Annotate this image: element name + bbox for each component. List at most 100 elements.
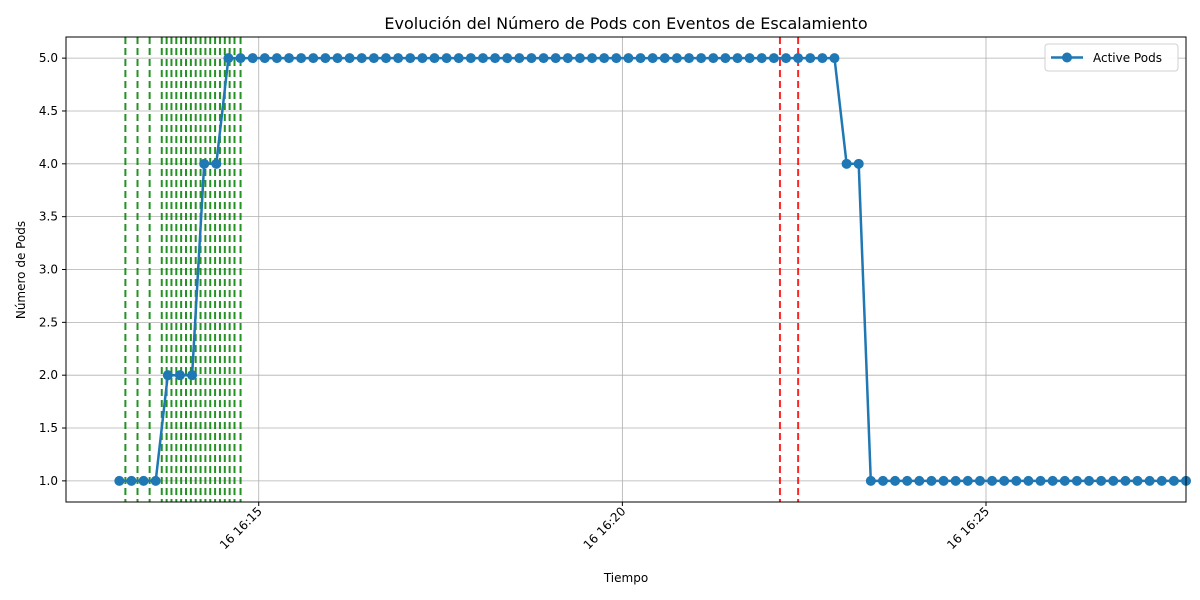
data-point (599, 53, 610, 64)
data-point (429, 53, 440, 64)
data-point (526, 53, 537, 64)
data-point (1084, 475, 1095, 486)
data-point (974, 475, 985, 486)
data-point (356, 53, 367, 64)
series-active-pods (114, 53, 1191, 486)
y-tick-label: 2.0 (39, 368, 58, 382)
data-point (902, 475, 913, 486)
data-point (332, 53, 343, 64)
x-tick-label: 16 16:15 (217, 504, 265, 552)
data-point (659, 53, 670, 64)
data-point (708, 53, 719, 64)
data-point (162, 370, 173, 381)
data-point (138, 475, 149, 486)
data-point (271, 53, 282, 64)
data-point (417, 53, 428, 64)
data-point (1120, 475, 1131, 486)
data-point (744, 53, 755, 64)
data-point (793, 53, 804, 64)
y-axis-label: Número de Pods (14, 221, 28, 319)
data-point (1168, 475, 1179, 486)
data-point (829, 53, 840, 64)
data-point (671, 53, 682, 64)
data-point (1047, 475, 1058, 486)
data-point (308, 53, 319, 64)
y-tick-label: 3.5 (39, 210, 58, 224)
data-point (684, 53, 695, 64)
data-point (611, 53, 622, 64)
data-point (247, 53, 258, 64)
data-point (647, 53, 658, 64)
data-point (999, 475, 1010, 486)
data-point (768, 53, 779, 64)
data-point (732, 53, 743, 64)
data-point (199, 158, 210, 169)
data-point (1108, 475, 1119, 486)
data-point (465, 53, 476, 64)
y-tick-label: 2.5 (39, 315, 58, 329)
y-tick-label: 4.0 (39, 157, 58, 171)
data-point (502, 53, 513, 64)
data-point (477, 53, 488, 64)
data-point (441, 53, 452, 64)
data-point (562, 53, 573, 64)
legend: Active Pods (1044, 43, 1179, 72)
x-axis-ticks: 16 16:15 16 16:20 16 16:25 (217, 502, 992, 552)
data-point (490, 53, 501, 64)
data-point (756, 53, 767, 64)
data-point (453, 53, 464, 64)
x-tick-label: 16 16:20 (581, 504, 629, 552)
y-tick-label: 1.0 (39, 474, 58, 488)
data-point (393, 53, 404, 64)
data-point (320, 53, 331, 64)
data-point (1059, 475, 1070, 486)
data-point (150, 475, 161, 486)
data-point (1132, 475, 1143, 486)
y-tick-label: 4.5 (39, 104, 58, 118)
data-point (877, 475, 888, 486)
y-tick-label: 5.0 (39, 51, 58, 65)
data-point (368, 53, 379, 64)
legend-box (1044, 43, 1179, 72)
legend-label: Active Pods (1093, 51, 1162, 65)
data-point (1011, 475, 1022, 486)
data-point (344, 53, 355, 64)
data-point (284, 53, 295, 64)
data-point (1071, 475, 1082, 486)
y-tick-label: 1.5 (39, 421, 58, 435)
x-tick-label: 16 16:25 (944, 504, 992, 552)
data-point (114, 475, 125, 486)
data-point (890, 475, 901, 486)
data-point (574, 53, 585, 64)
data-point (805, 53, 816, 64)
data-point (514, 53, 525, 64)
data-point (853, 158, 864, 169)
data-point (187, 370, 198, 381)
scaling-events (124, 37, 800, 502)
data-point (223, 53, 234, 64)
data-point (587, 53, 598, 64)
data-point (550, 53, 561, 64)
data-point (126, 475, 137, 486)
data-point (296, 53, 307, 64)
data-point (720, 53, 731, 64)
data-point (914, 475, 925, 486)
y-tick-label: 3.0 (39, 263, 58, 277)
data-point (259, 53, 270, 64)
data-point (841, 158, 852, 169)
data-point (987, 475, 998, 486)
data-point (235, 53, 246, 64)
data-point (381, 53, 391, 64)
y-axis-ticks: 1.0 1.5 2.0 2.5 3.0 3.5 4.0 4.5 5.0 (39, 51, 66, 488)
data-point (865, 475, 876, 486)
data-point (938, 475, 949, 486)
data-point (1023, 475, 1034, 486)
data-point (174, 370, 185, 381)
data-point (211, 158, 222, 169)
x-axis-label: Tiempo (603, 571, 648, 585)
data-point (696, 53, 707, 64)
data-point (405, 53, 416, 64)
data-point (1035, 475, 1046, 486)
